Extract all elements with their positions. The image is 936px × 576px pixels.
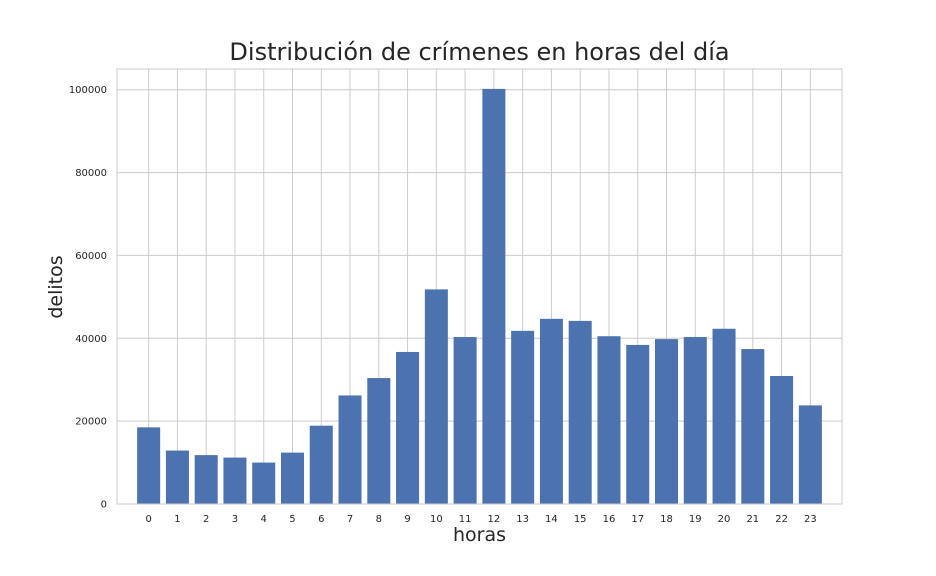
x-tick-label: 7 (347, 514, 353, 525)
x-axis-label: horas (452, 524, 507, 546)
bar-hour-13 (511, 330, 535, 504)
x-tick-label: 5 (289, 514, 295, 525)
bar-hour-19 (683, 337, 707, 504)
plot-frame (116, 68, 843, 505)
x-tick-label: 10 (430, 514, 443, 525)
bar-hour-7 (338, 395, 362, 504)
x-tick-label: 14 (545, 514, 558, 525)
bar-hour-21 (741, 349, 765, 504)
x-tick-label: 20 (718, 514, 731, 525)
bars (137, 88, 822, 504)
y-tick-label: 80000 (75, 168, 107, 179)
bar-hour-22 (770, 375, 794, 504)
x-tick-label: 8 (376, 514, 382, 525)
x-tick-label: 6 (318, 514, 324, 525)
y-tick-labels: 0 20000 40000 60000 80000 100000 (69, 85, 107, 510)
bar-hour-15 (568, 320, 592, 504)
x-tick-label: 4 (261, 514, 267, 525)
bar-hour-1 (165, 450, 189, 504)
bar-hour-6 (309, 425, 333, 504)
x-tick-label: 19 (689, 514, 702, 525)
bar-hour-23 (798, 405, 822, 504)
y-tick-label: 40000 (75, 334, 107, 345)
y-tick-label: 0 (101, 500, 107, 511)
bar-hour-12 (482, 88, 506, 504)
x-tick-label: 11 (459, 514, 472, 525)
x-tick-label: 1 (174, 514, 180, 525)
x-tick-label: 16 (603, 514, 616, 525)
x-tick-label: 17 (631, 514, 644, 525)
x-tick-label: 12 (488, 514, 501, 525)
bar-hour-4 (252, 462, 276, 504)
bar-hour-14 (539, 318, 563, 504)
x-tick-label: 3 (232, 514, 238, 525)
bar-hour-2 (194, 455, 218, 504)
x-tick-label: 23 (804, 514, 817, 525)
x-tick-label: 9 (404, 514, 410, 525)
bar-hour-3 (223, 457, 247, 504)
y-axis-label: delitos (45, 255, 67, 319)
bar-hour-17 (626, 344, 650, 504)
x-tick-label: 15 (574, 514, 587, 525)
x-tick-label: 2 (203, 514, 209, 525)
y-tick-label: 20000 (75, 417, 107, 428)
bar-hour-5 (280, 452, 305, 504)
bar-hour-8 (367, 378, 391, 504)
bar-hour-20 (712, 328, 736, 504)
chart-title: Distribución de crímenes en horas del dí… (229, 38, 730, 66)
bar-hour-10 (424, 289, 448, 504)
bar-hour-11 (453, 337, 477, 504)
x-tick-label: 0 (145, 514, 151, 525)
x-tick-label: 13 (516, 514, 529, 525)
x-tick-label: 21 (746, 514, 759, 525)
y-tick-label: 100000 (69, 85, 107, 96)
bar-hour-18 (654, 339, 679, 504)
bar-hour-9 (396, 351, 420, 504)
x-tick-label: 18 (660, 514, 673, 525)
y-tick-label: 60000 (75, 251, 107, 262)
bar-hour-0 (137, 427, 161, 504)
x-tick-label: 22 (775, 514, 788, 525)
bar-hour-16 (597, 336, 621, 504)
x-tick-labels: 0 1 2 3 4 5 6 7 8 9 10 11 12 13 14 15 16 17 18 19 20 21 22 23 (145, 514, 816, 525)
